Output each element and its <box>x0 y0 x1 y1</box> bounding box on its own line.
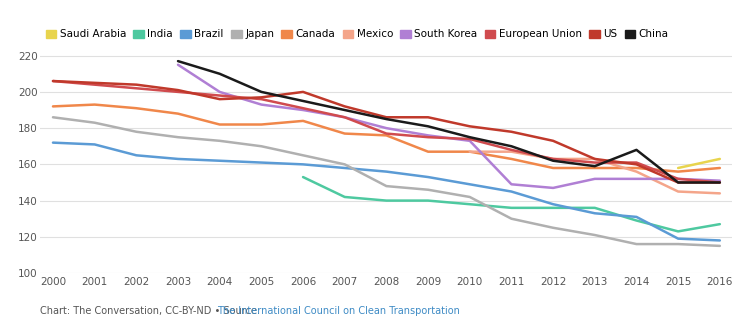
Text: Chart: The Conversation, CC-BY-ND • Source:: Chart: The Conversation, CC-BY-ND • Sour… <box>40 306 263 316</box>
Legend: Saudi Arabia, India, Brazil, Japan, Canada, Mexico, South Korea, European Union,: Saudi Arabia, India, Brazil, Japan, Cana… <box>46 29 669 39</box>
Text: The International Council on Clean Transportation: The International Council on Clean Trans… <box>217 306 460 316</box>
